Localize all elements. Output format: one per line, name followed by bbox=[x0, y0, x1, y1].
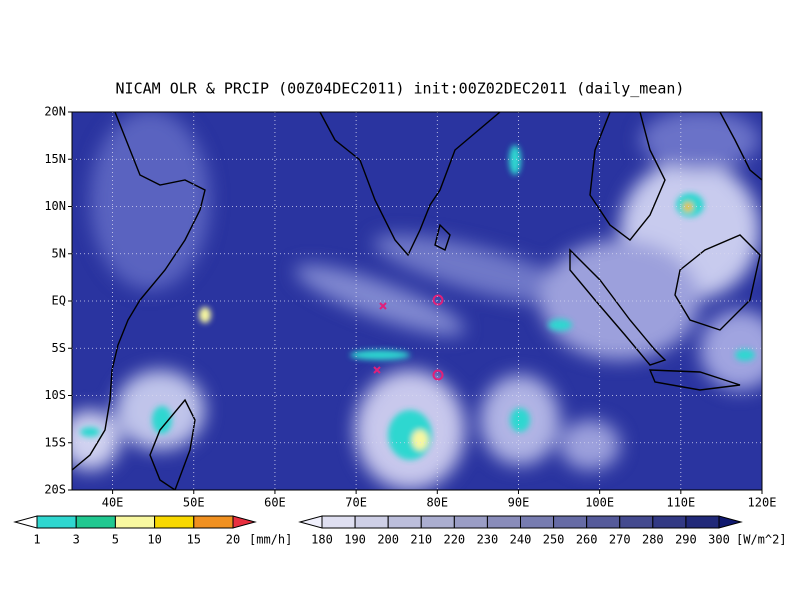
lon-label: 110E bbox=[666, 496, 695, 510]
olr-colorbar-swatch bbox=[420, 515, 455, 529]
precip-colorbar-end bbox=[232, 515, 257, 529]
olr-colorbar-swatch bbox=[586, 515, 621, 529]
olr-colorbar-label: 270 bbox=[609, 533, 631, 547]
precip-colorbar-swatch bbox=[75, 515, 116, 529]
olr-colorbar-label: 180 bbox=[311, 533, 333, 547]
olr-colorbar-label: 230 bbox=[477, 533, 499, 547]
lon-label: 80E bbox=[426, 496, 448, 510]
colorbars: 1 3 5 10 15 20 [mm/h] 180 190 200 210 220 230 240 250 2… bbox=[13, 515, 787, 547]
precip-colorbar-label: 5 bbox=[112, 533, 119, 547]
lat-label: 5S bbox=[52, 341, 66, 355]
lon-label: 50E bbox=[183, 496, 205, 510]
precip-field bbox=[80, 145, 755, 460]
olr-colorbar-label: 250 bbox=[543, 533, 565, 547]
olr-colorbar-swatch bbox=[520, 515, 555, 529]
lon-label: 70E bbox=[345, 496, 367, 510]
precip-colorbar-label: 1 bbox=[33, 533, 40, 547]
olr-colorbar-swatch bbox=[652, 515, 687, 529]
olr-colorbar-swatch bbox=[685, 515, 720, 529]
olr-colorbar-label: 220 bbox=[443, 533, 465, 547]
lat-label: 20N bbox=[44, 105, 66, 119]
lat-label: 10S bbox=[44, 388, 66, 402]
olr-colorbar-swatch bbox=[453, 515, 488, 529]
precip-colorbar-swatch bbox=[154, 515, 195, 529]
precip-unit: [mm/h] bbox=[249, 533, 292, 547]
lat-label: 5N bbox=[52, 246, 66, 260]
gridlines bbox=[72, 112, 762, 490]
map-title: NICAM OLR & PRCIP (00Z04DEC2011) init:00… bbox=[116, 80, 685, 98]
olr-colorbar-swatch bbox=[387, 515, 422, 529]
coastlines bbox=[72, 112, 762, 490]
precip-colorbar-label: 10 bbox=[147, 533, 161, 547]
precip-colorbar-label: 20 bbox=[226, 533, 240, 547]
olr-colorbar-swatch bbox=[486, 515, 521, 529]
precip-colorbar-swatch bbox=[36, 515, 77, 529]
lat-label: EQ bbox=[52, 294, 66, 308]
olr-colorbar-swatch bbox=[619, 515, 654, 529]
precip-colorbar-end bbox=[13, 515, 38, 529]
lat-label: 15N bbox=[44, 152, 66, 166]
storm-cross bbox=[373, 366, 381, 374]
lon-label: 40E bbox=[102, 496, 124, 510]
olr-colorbar-swatch bbox=[354, 515, 389, 529]
lon-label: 60E bbox=[264, 496, 286, 510]
storm-markers bbox=[373, 294, 444, 381]
precip-colorbar-swatch bbox=[193, 515, 234, 529]
olr-colorbar-label: 200 bbox=[377, 533, 399, 547]
map-field bbox=[72, 112, 762, 490]
lon-label: 120E bbox=[748, 496, 777, 510]
lat-label: 20S bbox=[44, 483, 66, 497]
lon-label: 100E bbox=[585, 496, 614, 510]
olr-colorbar-swatch bbox=[553, 515, 588, 529]
storm-center bbox=[432, 294, 444, 306]
olr-colorbar-end bbox=[298, 515, 323, 529]
olr-unit: [W/m^2] bbox=[736, 533, 787, 547]
lat-label: 15S bbox=[44, 435, 66, 449]
olr-colorbar-label: 300 bbox=[708, 533, 730, 547]
lat-label: 10N bbox=[44, 199, 66, 213]
olr-colorbar-label: 260 bbox=[576, 533, 598, 547]
olr-colorbar-label: 290 bbox=[675, 533, 697, 547]
olr-colorbar-label: 210 bbox=[410, 533, 432, 547]
olr-colorbar-end bbox=[718, 515, 743, 529]
precip-colorbar-swatch bbox=[114, 515, 156, 529]
axis-labels: 20N 15N 10N 5N EQ 5S 10S 15S 20S 40E 50E 60E 70E 80E 9… bbox=[44, 105, 776, 510]
olr-colorbar-label: 240 bbox=[510, 533, 532, 547]
olr-colorbar-label: 190 bbox=[344, 533, 366, 547]
precip-colorbar-label: 15 bbox=[187, 533, 201, 547]
storm-cross bbox=[379, 302, 387, 310]
olr-colorbar-swatch bbox=[321, 515, 356, 529]
olr-colorbar-label: 280 bbox=[642, 533, 664, 547]
storm-center bbox=[432, 369, 444, 381]
precip-colorbar-label: 3 bbox=[73, 533, 80, 547]
lon-label: 90E bbox=[508, 496, 530, 510]
